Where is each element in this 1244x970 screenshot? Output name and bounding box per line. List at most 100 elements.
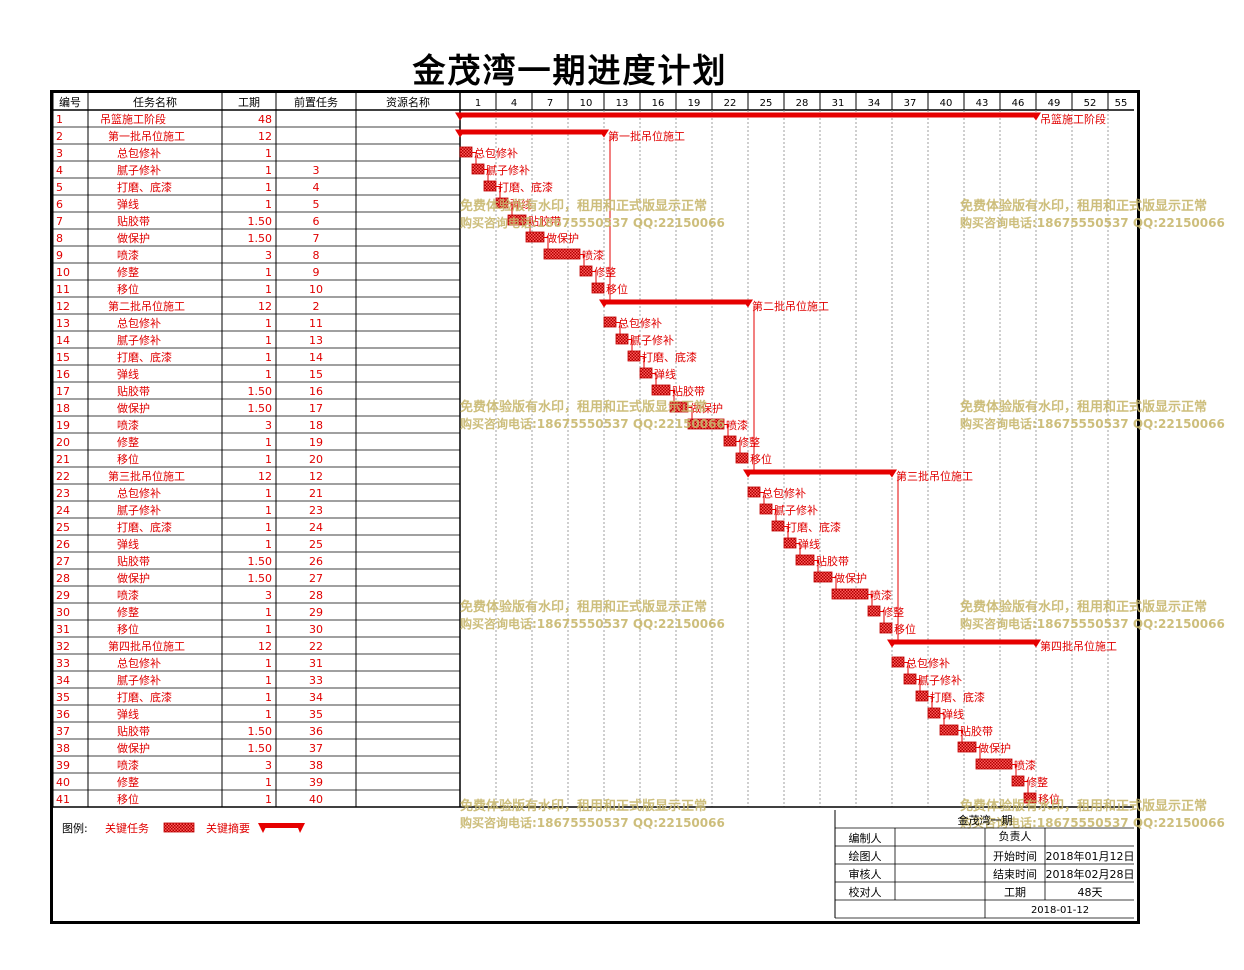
task-duration: 1 bbox=[265, 147, 272, 160]
info-compiler-label: 编制人 bbox=[849, 831, 882, 845]
summary-marker bbox=[742, 299, 753, 308]
dependency-arrow bbox=[940, 713, 945, 728]
task-name: 弹线 bbox=[117, 707, 139, 721]
task-name: 腻子修补 bbox=[117, 503, 161, 517]
bar-label: 做保护 bbox=[978, 741, 1011, 755]
info-end-value: 2018年02月28日 bbox=[1046, 867, 1135, 881]
task-predecessor: 24 bbox=[309, 521, 323, 534]
watermark: 购买咨询电话:18675550537 QQ:22150066 bbox=[960, 416, 1225, 431]
column-header-0: 编号 bbox=[59, 95, 81, 109]
timescale-label: 22 bbox=[724, 98, 737, 109]
task-id: 24 bbox=[56, 504, 70, 517]
bar-label: 修整 bbox=[738, 435, 760, 449]
task-name: 打磨、底漆 bbox=[117, 180, 172, 194]
task-duration: 1 bbox=[265, 708, 272, 721]
bar-label: 打磨、底漆 bbox=[930, 690, 985, 704]
task-duration: 1 bbox=[265, 606, 272, 619]
summary-marker bbox=[1030, 112, 1041, 121]
bar-label: 总包修补 bbox=[906, 656, 950, 670]
task-duration: 12 bbox=[258, 300, 272, 313]
bar-label: 做保护 bbox=[546, 231, 579, 245]
task-id: 36 bbox=[56, 708, 70, 721]
task-bar bbox=[459, 146, 473, 158]
task-name: 贴胶带 bbox=[117, 214, 150, 228]
task-id: 4 bbox=[56, 164, 63, 177]
info-start-value: 2018年01月12日 bbox=[1046, 849, 1135, 863]
column-header-1: 任务名称 bbox=[133, 95, 177, 109]
task-name: 移位 bbox=[117, 282, 139, 296]
task-id: 7 bbox=[56, 215, 63, 228]
gantt-frame bbox=[50, 90, 1140, 924]
dependency-arrow bbox=[592, 271, 597, 286]
task-id: 2 bbox=[56, 130, 63, 143]
timescale-label: 7 bbox=[547, 98, 553, 109]
task-duration: 1 bbox=[265, 198, 272, 211]
task-duration: 1 bbox=[265, 181, 272, 194]
task-bar bbox=[975, 758, 1013, 770]
task-id: 28 bbox=[56, 572, 70, 585]
task-duration: 1 bbox=[265, 351, 272, 364]
task-bar bbox=[783, 537, 797, 549]
column-header-3: 前置任务 bbox=[294, 95, 338, 109]
bar-label: 做保护 bbox=[690, 401, 723, 415]
watermark: 购买咨询电话:18675550537 QQ:22150066 bbox=[960, 815, 1225, 830]
timescale-label: 19 bbox=[688, 98, 701, 109]
task-predecessor: 40 bbox=[309, 793, 323, 806]
task-predecessor: 21 bbox=[309, 487, 323, 500]
dependency-arrow bbox=[484, 169, 489, 184]
task-id: 6 bbox=[56, 198, 63, 211]
task-predecessor: 8 bbox=[313, 249, 320, 262]
task-bar bbox=[1011, 775, 1025, 787]
info-checker-label: 校对人 bbox=[849, 885, 882, 899]
task-duration: 1 bbox=[265, 487, 272, 500]
task-id: 34 bbox=[56, 674, 70, 687]
watermark: 免费体验版有水印，租用和正式版显示正常 bbox=[960, 198, 1207, 214]
dependency-arrow bbox=[580, 254, 585, 269]
watermark: 免费体验版有水印，租用和正式版显示正常 bbox=[960, 399, 1207, 415]
task-duration: 1 bbox=[265, 504, 272, 517]
info-end-label: 结束时间 bbox=[993, 868, 1037, 881]
task-duration: 1.50 bbox=[248, 402, 273, 415]
task-predecessor: 28 bbox=[309, 589, 323, 602]
info-reviewer-label: 审核人 bbox=[849, 867, 882, 881]
timescale-label: 43 bbox=[976, 98, 989, 109]
bar-label: 腻子修补 bbox=[486, 163, 530, 177]
bar-label: 贴胶带 bbox=[960, 724, 993, 738]
task-name: 弹线 bbox=[117, 197, 139, 211]
task-id: 39 bbox=[56, 759, 70, 772]
task-predecessor: 35 bbox=[309, 708, 323, 721]
timescale-label: 4 bbox=[511, 98, 517, 109]
bar-label: 第三批吊位施工 bbox=[896, 469, 973, 483]
task-bar bbox=[579, 265, 593, 277]
dependency-arrow bbox=[772, 509, 777, 524]
task-id: 41 bbox=[56, 793, 70, 806]
task-predecessor: 39 bbox=[309, 776, 323, 789]
timescale-label: 31 bbox=[832, 98, 845, 109]
task-predecessor: 5 bbox=[313, 198, 320, 211]
task-bar bbox=[927, 707, 941, 719]
task-id: 9 bbox=[56, 249, 63, 262]
task-duration: 1 bbox=[265, 283, 272, 296]
summary-bar bbox=[604, 299, 748, 305]
task-duration: 1 bbox=[265, 368, 272, 381]
task-duration: 1 bbox=[265, 453, 272, 466]
task-name: 总包修补 bbox=[117, 656, 161, 670]
task-bar bbox=[651, 384, 671, 396]
task-name: 喷漆 bbox=[117, 589, 139, 602]
watermark: 购买咨询电话:18675550537 QQ:22150066 bbox=[460, 215, 725, 230]
page-title: 金茂湾一期进度计划 bbox=[412, 51, 728, 90]
task-bar bbox=[543, 248, 581, 260]
dependency-arrow bbox=[904, 662, 909, 677]
dependency-arrow bbox=[688, 407, 693, 422]
dependency-arrow bbox=[832, 577, 837, 592]
task-id: 1 bbox=[56, 113, 63, 126]
task-duration: 1 bbox=[265, 266, 272, 279]
task-id: 21 bbox=[56, 453, 70, 466]
timescale-label: 16 bbox=[652, 98, 665, 109]
dependency-arrow bbox=[1024, 781, 1029, 796]
timescale-label: 52 bbox=[1084, 98, 1097, 109]
task-name: 腻子修补 bbox=[117, 673, 161, 687]
info-date: 2018-01-12 bbox=[1031, 905, 1089, 916]
task-bar bbox=[771, 520, 785, 532]
task-id: 5 bbox=[56, 181, 63, 194]
